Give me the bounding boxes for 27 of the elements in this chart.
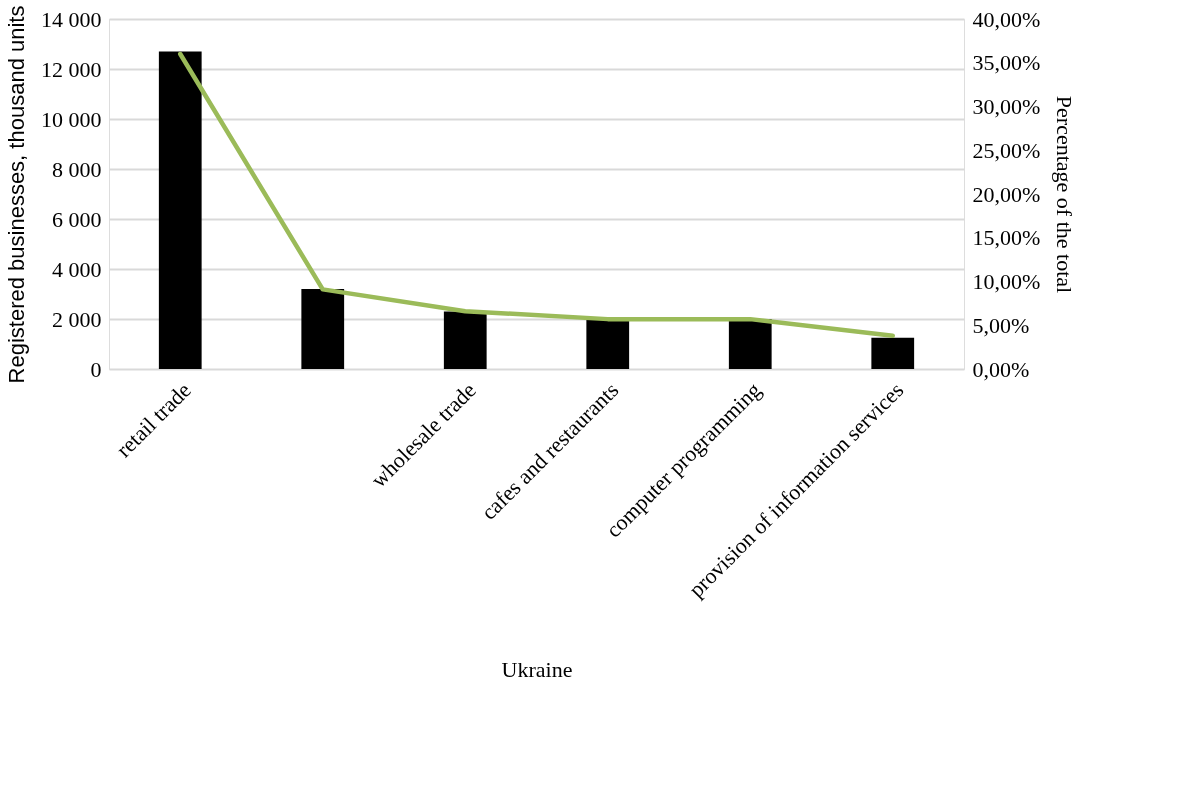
y2-axis-title: Percentage of the total (1052, 95, 1078, 294)
y2-tick-label: 20,00% (972, 181, 1041, 207)
y-tick-label: 10 000 (41, 106, 102, 132)
y-tick-label: 8 000 (52, 156, 102, 182)
y2-tick-label: 30,00% (972, 94, 1041, 119)
x-axis-title: Ukraine (501, 656, 573, 682)
bar (871, 337, 915, 369)
y2-tick-label: 0,00% (972, 356, 1030, 382)
bar (158, 51, 202, 369)
y-axis-title: Registered businesses, thousand units (4, 5, 29, 384)
y2-tick-label: 35,00% (972, 50, 1041, 76)
bar (728, 319, 772, 369)
y-tick-label: 4 000 (52, 256, 102, 282)
y2-tick-label: 15,00% (972, 225, 1041, 251)
y-tick-label: 6 000 (52, 206, 102, 232)
y-tick-label: 14 000 (41, 6, 102, 32)
y2-tick-label: 5,00% (972, 312, 1030, 338)
y-tick-label: 2 000 (52, 306, 102, 332)
bar (301, 289, 345, 369)
y2-tick-label: 40,00% (972, 6, 1041, 32)
y2-tick-label: 10,00% (972, 269, 1041, 294)
bar (586, 319, 630, 369)
y2-tick-label: 25,00% (972, 137, 1041, 163)
y-tick-label: 12 000 (41, 56, 102, 82)
line-series (178, 51, 895, 338)
y-tick-label: 0 (90, 356, 102, 382)
bar (443, 311, 487, 369)
